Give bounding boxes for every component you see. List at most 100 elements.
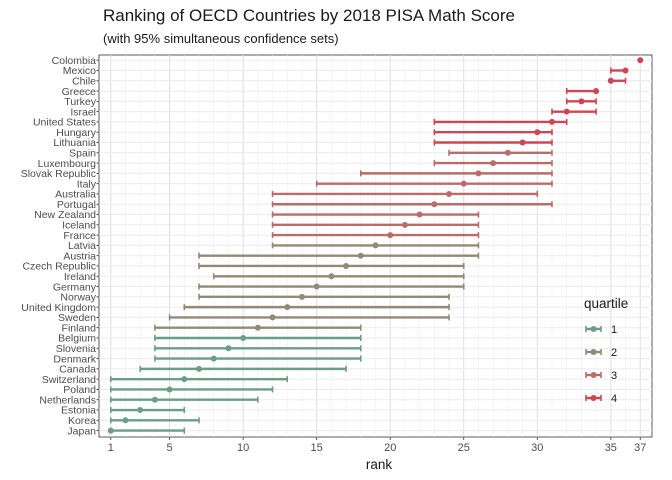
rank-point: [490, 160, 497, 167]
chart-subtitle: (with 95% simultaneous confidence sets): [103, 31, 339, 46]
legend-label: 4: [611, 393, 617, 405]
rank-point: [151, 396, 158, 403]
country-interval: [109, 417, 200, 424]
country-interval: [198, 262, 465, 269]
country-interval: [212, 273, 465, 280]
country-interval: [433, 118, 568, 125]
rank-point: [475, 170, 482, 177]
country-label: Switzerland: [42, 374, 96, 386]
country-label: New Zealand: [34, 209, 96, 221]
country-interval: [551, 108, 597, 115]
x-tick-label: 30: [531, 442, 543, 454]
country-label: Spain: [69, 148, 96, 160]
country-label: Finland: [62, 322, 97, 334]
rank-point: [446, 190, 453, 197]
country-interval: [109, 396, 259, 403]
country-interval: [271, 232, 480, 239]
rank-point: [534, 129, 541, 136]
rank-point: [607, 77, 614, 84]
country-interval: [154, 324, 362, 331]
rank-point: [578, 98, 585, 105]
rank-point: [416, 211, 423, 218]
country-label: Slovenia: [56, 343, 96, 355]
rank-point: [166, 386, 173, 393]
country-label: Lithuania: [53, 137, 96, 149]
legend: quartile 1 2 3 4: [584, 296, 628, 405]
country-label: Luxembourg: [38, 158, 97, 170]
legend-item: 3: [585, 370, 617, 382]
legend-label: 2: [611, 347, 617, 359]
country-interval: [109, 407, 186, 414]
country-label: Austria: [63, 250, 96, 262]
country-interval: [183, 304, 450, 311]
rank-point: [593, 88, 600, 95]
rank-point: [372, 242, 379, 249]
x-tick-label: 1: [108, 442, 114, 454]
country-interval: [198, 293, 450, 300]
legend-label: 1: [611, 324, 617, 336]
rank-point: [196, 365, 203, 372]
country-label: Greece: [62, 86, 97, 98]
legend-label: 3: [611, 370, 617, 382]
rank-point: [343, 262, 350, 269]
country-label: Italy: [77, 178, 97, 190]
country-interval: [433, 160, 553, 167]
country-label: Slovak Republic: [21, 168, 96, 180]
rank-point: [269, 314, 276, 321]
x-tick-label: 5: [167, 442, 173, 454]
country-label: Latvia: [68, 240, 96, 252]
legend-swatch-point: [590, 349, 597, 355]
x-axis-title: rank: [366, 457, 393, 472]
country-label: Belgium: [58, 333, 96, 345]
country-interval: [359, 170, 553, 177]
rank-point: [548, 118, 555, 125]
rank-point: [284, 304, 291, 311]
rank-point: [122, 417, 129, 424]
country-label: Japan: [67, 425, 96, 437]
country-interval: [565, 88, 600, 95]
country-interval: [198, 252, 480, 259]
rank-point: [460, 180, 467, 187]
country-interval: [607, 77, 627, 84]
legend-swatch-point: [590, 326, 597, 332]
legend-item: 1: [585, 324, 617, 336]
legend-item: 4: [585, 393, 617, 405]
x-tick-label: 37: [634, 442, 646, 454]
rank-point: [504, 149, 511, 156]
rank-point: [254, 324, 261, 331]
rank-point: [181, 376, 188, 383]
x-axis: 1 5 10 15 20 25 30 35 37: [108, 437, 646, 454]
country-label: Colombia: [52, 55, 97, 67]
country-interval: [154, 345, 362, 352]
country-interval: [198, 283, 465, 290]
country-interval: [109, 386, 274, 393]
country-interval: [565, 98, 597, 105]
rank-point: [431, 201, 438, 208]
confidence-intervals: [107, 57, 644, 434]
legend-item: 2: [585, 347, 617, 359]
country-label: Netherlands: [39, 394, 96, 406]
country-label: Mexico: [63, 65, 96, 77]
country-interval: [109, 376, 289, 383]
country-label: Korea: [68, 415, 96, 427]
rank-point: [298, 293, 305, 300]
country-label: Canada: [59, 364, 96, 376]
x-tick-label: 15: [311, 442, 323, 454]
legend-title: quartile: [584, 296, 628, 311]
country-interval: [271, 190, 539, 197]
country-interval: [271, 201, 553, 208]
rank-point: [210, 355, 217, 362]
rank-point: [137, 407, 144, 414]
rank-point: [387, 232, 394, 239]
rank-point: [519, 139, 526, 146]
rank-point: [622, 67, 629, 74]
country-label: Denmark: [53, 353, 96, 365]
chart-title: Ranking of OECD Countries by 2018 PISA M…: [103, 6, 515, 25]
rank-point: [107, 427, 114, 434]
country-label: Portugal: [57, 199, 96, 211]
country-label: Turkey: [64, 96, 96, 108]
country-interval: [637, 57, 644, 64]
country-label: Poland: [63, 384, 96, 396]
country-interval: [271, 221, 480, 228]
